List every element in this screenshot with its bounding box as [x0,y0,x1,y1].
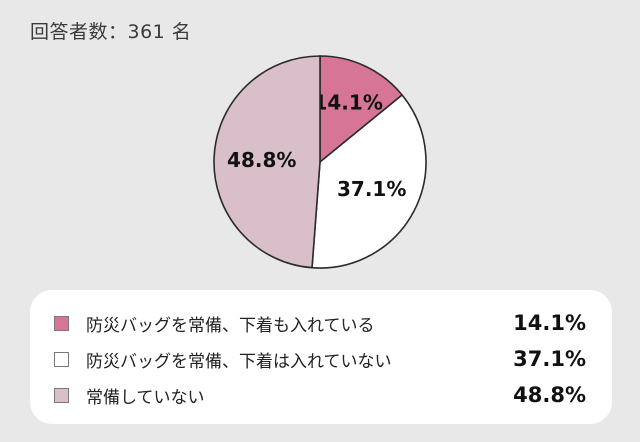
legend-value-1: 37.1% [513,347,586,371]
respondent-count: 回答者数：361 名 [30,21,192,43]
legend-item-0: 防災バッグを常備、下着も入れている 14.1% [54,305,588,341]
legend-swatch-2 [54,387,69,403]
pie-label-0: 14.1% [313,91,382,115]
legend-label-1: 防災バッグを常備、下着は入れていない [86,351,392,372]
legend-swatch-0 [54,315,69,331]
legend-swatch-1 [54,351,69,367]
pie-label-1: 37.1% [337,177,406,201]
pie-chart: 14.1% 37.1% 48.8% [213,55,427,269]
legend-value-0: 14.1% [513,311,586,335]
legend-item-1: 防災バッグを常備、下着は入れていない 37.1% [54,341,588,377]
legend-label-2: 常備していない [86,387,205,408]
legend-panel: 防災バッグを常備、下着も入れている 14.1% 防災バッグを常備、下着は入れてい… [30,290,612,424]
legend-value-2: 48.8% [513,383,586,407]
pie-label-2: 48.8% [227,148,296,172]
pie-slice-1 [311,93,427,269]
legend-label-0: 防災バッグを常備、下着も入れている [86,315,375,336]
legend-item-2: 常備していない 48.8% [54,377,588,413]
pie-slice-2 [213,55,321,269]
pie-slice-0 [319,55,404,164]
